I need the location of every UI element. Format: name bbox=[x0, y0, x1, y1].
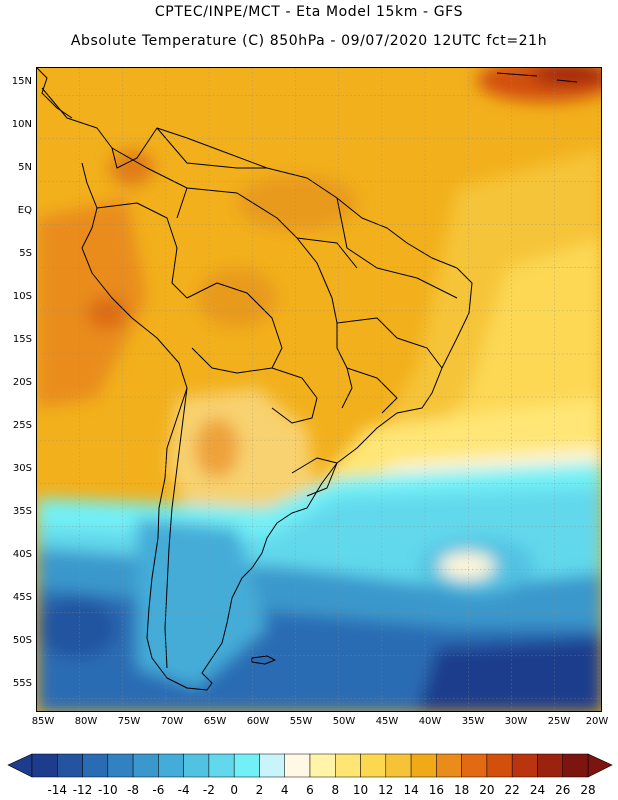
lat-label: 10S bbox=[12, 291, 32, 302]
colorbar-cell bbox=[410, 753, 437, 778]
colorbar-low-arrow bbox=[7, 753, 33, 778]
colorbar-label: 26 bbox=[555, 783, 571, 797]
lat-label: 35S bbox=[12, 506, 32, 517]
lon-label: 20W bbox=[585, 716, 609, 727]
lon-label: 50W bbox=[332, 716, 356, 727]
colorbar-cell bbox=[335, 753, 361, 778]
colorbar-cell bbox=[562, 753, 589, 778]
colorbar-label: 24 bbox=[529, 783, 546, 797]
colorbar-high-arrow bbox=[587, 753, 613, 778]
colorbar-cell bbox=[183, 753, 210, 778]
colorbar-cell bbox=[31, 753, 58, 778]
colorbar-cell bbox=[309, 753, 336, 778]
lat-label: 20S bbox=[12, 377, 32, 388]
colorbar-cell bbox=[82, 753, 109, 778]
lat-label: 15S bbox=[12, 334, 32, 345]
colorbar-cell bbox=[132, 753, 159, 778]
lon-label: 35W bbox=[461, 716, 485, 727]
lat-label: 10N bbox=[11, 119, 32, 130]
lat-label: 40S bbox=[12, 549, 32, 560]
temperature-map bbox=[36, 67, 602, 712]
colorbar-cell bbox=[461, 753, 488, 778]
colorbar-label: 18 bbox=[453, 783, 470, 797]
colorbar-label: 4 bbox=[280, 783, 289, 797]
colorbar-label: -14 bbox=[47, 783, 68, 797]
lat-label: 50S bbox=[12, 635, 32, 646]
lat-label: 25S bbox=[12, 420, 32, 431]
colorbar-label: 20 bbox=[479, 783, 495, 797]
colorbar-label: -8 bbox=[127, 783, 140, 797]
colorbar-label: -10 bbox=[98, 783, 118, 797]
colorbar-cell bbox=[284, 753, 311, 778]
colorbar-cell bbox=[486, 753, 513, 778]
colorbar-cell bbox=[511, 753, 538, 778]
lon-label: 85W bbox=[31, 716, 55, 727]
lon-label: 65W bbox=[203, 716, 227, 727]
colorbar-cell bbox=[259, 753, 285, 778]
colorbar-label: -12 bbox=[72, 783, 93, 797]
lat-label: 5N bbox=[18, 162, 32, 173]
colorbar-label: 14 bbox=[403, 783, 419, 797]
lon-label: 30W bbox=[504, 716, 528, 727]
colorbar-label: 12 bbox=[378, 783, 394, 797]
colorbar-cell bbox=[107, 753, 134, 778]
colorbar-cell bbox=[208, 753, 235, 778]
lon-label: 55W bbox=[289, 716, 313, 727]
colorbar-label: 10 bbox=[352, 783, 369, 797]
colorbar-cell bbox=[436, 753, 462, 778]
colorbar-label: 22 bbox=[504, 783, 520, 797]
colorbar bbox=[7, 753, 613, 778]
colorbar-label: 16 bbox=[428, 783, 444, 797]
colorbar-cell bbox=[57, 753, 83, 778]
colorbar-label: -6 bbox=[152, 783, 165, 797]
colorbar-cell bbox=[385, 753, 412, 778]
lat-label: 5S bbox=[19, 248, 32, 259]
lon-label: 80W bbox=[74, 716, 98, 727]
colorbar-cell bbox=[233, 753, 260, 778]
lon-label: 40W bbox=[418, 716, 442, 727]
colorbar-label: -4 bbox=[177, 783, 190, 797]
colorbar-cell bbox=[360, 753, 387, 778]
colorbar-label: 0 bbox=[230, 783, 238, 797]
lat-label: 30S bbox=[12, 463, 32, 474]
colorbar-label: 6 bbox=[306, 783, 314, 797]
lon-label: 70W bbox=[160, 716, 184, 727]
map-title: CPTEC/INPE/MCT - Eta Model 15km - GFS bbox=[154, 4, 464, 20]
colorbar-cell bbox=[158, 753, 184, 778]
lon-label: 45W bbox=[375, 716, 399, 727]
lon-label: 60W bbox=[246, 716, 270, 727]
lat-label: 15N bbox=[11, 76, 32, 87]
lat-label: EQ bbox=[17, 205, 32, 216]
colorbar-label: 2 bbox=[255, 783, 264, 797]
colorbar-cell bbox=[537, 753, 563, 778]
lon-label: 25W bbox=[547, 716, 571, 727]
lat-label: 45S bbox=[12, 592, 32, 603]
graticule bbox=[37, 68, 601, 711]
lat-label: 55S bbox=[12, 678, 32, 689]
map-subtitle: Absolute Temperature (C) 850hPa - 09/07/… bbox=[70, 33, 548, 49]
colorbar-label: -2 bbox=[202, 783, 215, 797]
lon-label: 75W bbox=[117, 716, 141, 727]
colorbar-label: 8 bbox=[331, 783, 340, 797]
colorbar-label: 28 bbox=[580, 783, 596, 797]
